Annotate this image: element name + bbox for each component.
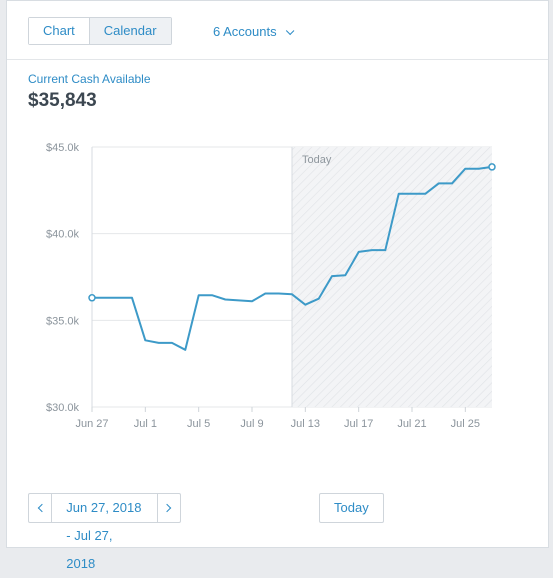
tab-chart[interactable]: Chart bbox=[29, 18, 89, 44]
chevron-right-icon bbox=[163, 503, 172, 513]
x-tick-label: Jul 13 bbox=[291, 418, 320, 430]
date-range-button[interactable]: Jun 27, 2018 - Jul 27, 2018 bbox=[51, 494, 158, 571]
chevron-down-icon bbox=[285, 26, 294, 36]
view-toggle: Chart Calendar bbox=[28, 17, 172, 45]
y-tick-label: $40.0k bbox=[46, 229, 80, 241]
x-tick-label: Jul 17 bbox=[344, 418, 373, 430]
end-point-marker bbox=[488, 163, 496, 171]
panel-header: Chart Calendar 6 Accounts bbox=[7, 1, 548, 60]
chevron-left-icon bbox=[37, 503, 46, 513]
date-pager: Jun 27, 2018 - Jul 27, 2018 bbox=[28, 493, 181, 571]
accounts-label: 6 Accounts bbox=[213, 24, 277, 39]
today-button[interactable]: Today bbox=[319, 493, 384, 523]
tab-calendar[interactable]: Calendar bbox=[88, 18, 171, 44]
cash-value: $35,843 bbox=[28, 90, 97, 111]
accounts-dropdown[interactable]: 6 Accounts bbox=[213, 24, 294, 39]
cash-line-chart: Today $30.0k $35.0k $40.0k $45.0k Jun 27 Jul … bbox=[46, 142, 496, 430]
y-tick-label: $35.0k bbox=[46, 315, 80, 327]
prev-period-button[interactable] bbox=[29, 494, 51, 522]
start-point-marker bbox=[88, 294, 96, 302]
next-period-button[interactable] bbox=[158, 494, 180, 522]
cash-panel: Chart Calendar 6 Accounts Current Cash A… bbox=[6, 0, 549, 571]
x-tick-label: Jul 1 bbox=[134, 418, 157, 430]
today-marker-label: Today bbox=[302, 154, 332, 166]
cash-series-line bbox=[92, 165, 493, 351]
y-tick-label: $30.0k bbox=[46, 402, 80, 414]
x-tick-label: Jul 5 bbox=[187, 418, 210, 430]
x-tick-label: Jun 27 bbox=[75, 418, 108, 430]
x-tick-label: Jul 25 bbox=[451, 418, 480, 430]
x-tick-label: Jul 9 bbox=[240, 418, 263, 430]
y-tick-label: $45.0k bbox=[46, 142, 80, 154]
x-tick-label: Jul 21 bbox=[397, 418, 426, 430]
future-region bbox=[292, 147, 492, 407]
cash-label: Current Cash Available bbox=[28, 72, 151, 86]
